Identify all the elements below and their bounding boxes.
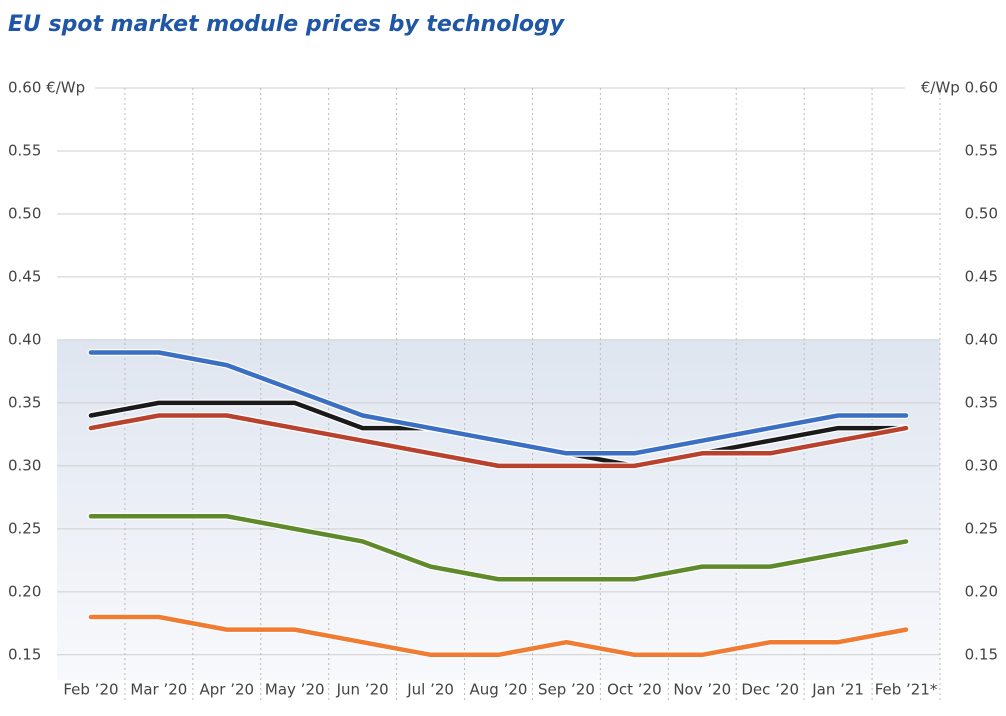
x-tick-label: Jan ’21 [811, 681, 864, 699]
y-tick-label: 0.50 [8, 204, 41, 222]
chart-title: EU spot market module prices by technolo… [8, 12, 566, 37]
y2-tick-label: 0.45 [965, 267, 998, 285]
y-tick-label: 0.15 [8, 645, 41, 663]
y-tick-label: 0.40 [8, 330, 41, 348]
y-tick-label: 0.45 [8, 267, 41, 285]
y2-tick-label: 0.25 [965, 519, 998, 537]
x-tick-label: Sep ’20 [538, 681, 595, 699]
y-tick-label: 0.55 [8, 141, 41, 159]
series-line [88, 413, 909, 469]
x-tick-label: Aug ’20 [470, 681, 528, 699]
y-tick-label: 0.30 [8, 456, 41, 474]
x-tick-label: Jun ’20 [336, 681, 389, 699]
x-tick-label: Oct ’20 [607, 681, 662, 699]
y2-tick-label: 0.20 [965, 582, 998, 600]
x-tick-label: Feb ’20 [63, 681, 118, 699]
y2-tick-label: 0.30 [965, 456, 998, 474]
y-tick-label: 0.25 [8, 519, 41, 537]
x-tick-label: May ’20 [265, 681, 325, 699]
x-tick-label: Dec ’20 [741, 681, 799, 699]
y-tick-label: 0.60 €/Wp [8, 79, 85, 97]
y2-tick-label: 0.40 [965, 330, 998, 348]
plot-shade [57, 340, 940, 680]
y-tick-label: 0.20 [8, 582, 41, 600]
x-tick-label: Jul ’20 [406, 681, 454, 699]
x-tick-label: Nov ’20 [673, 681, 731, 699]
y2-tick-label: 0.55 [965, 141, 998, 159]
x-tick-label: Apr ’20 [200, 681, 255, 699]
series-line [88, 350, 909, 456]
y2-tick-label: €/Wp 0.60 [921, 79, 998, 97]
x-tick-label: Feb ’21* [875, 681, 938, 699]
series-line [88, 514, 909, 582]
series-line [88, 614, 909, 658]
y2-tick-label: 0.15 [965, 645, 998, 663]
x-tick-label: Mar ’20 [130, 681, 187, 699]
y-tick-label: 0.35 [8, 393, 41, 411]
y2-tick-label: 0.35 [965, 393, 998, 411]
y2-tick-label: 0.50 [965, 204, 998, 222]
